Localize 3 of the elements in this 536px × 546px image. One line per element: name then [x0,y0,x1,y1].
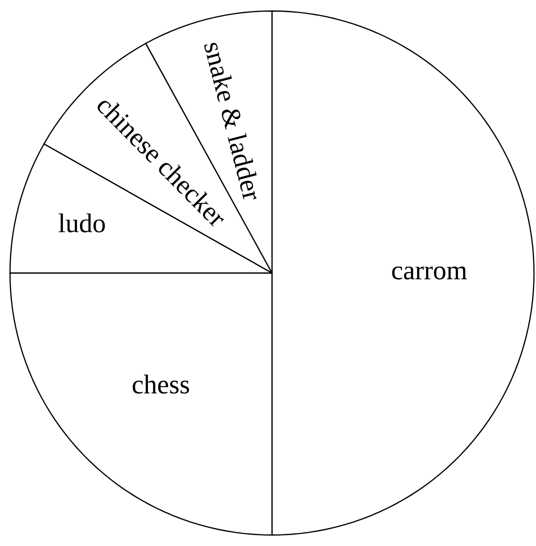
slice-label: chess [132,374,190,394]
slice-label: ludo [58,213,105,232]
slice-label: carrom [392,266,467,280]
